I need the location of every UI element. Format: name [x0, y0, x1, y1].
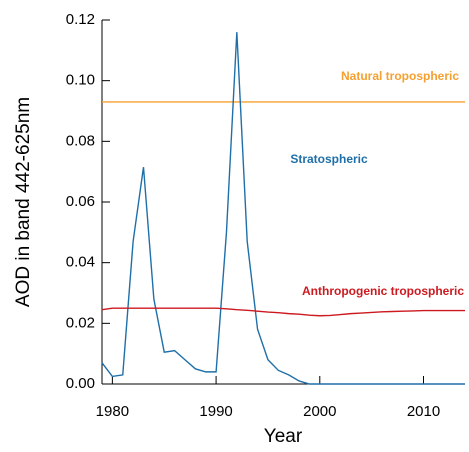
- y-tick-label: 0.06: [66, 193, 95, 210]
- y-tick-label: 0.04: [66, 254, 95, 271]
- series-label: Natural tropospheric: [341, 69, 459, 83]
- series-line: [101, 307, 465, 317]
- y-tick-label: 0.08: [66, 132, 95, 149]
- y-tick-label: 0.02: [66, 314, 95, 331]
- series-label: Stratospheric: [290, 152, 368, 166]
- x-tick-label: 1980: [96, 403, 129, 420]
- x-tick-label: 2010: [407, 403, 440, 420]
- y-tick-label: 0.10: [66, 72, 95, 89]
- y-axis-title: AOD in band 442-625nm: [13, 97, 34, 307]
- series-label: Anthropogenic tropospheric: [302, 284, 464, 298]
- x-tick-label: 2000: [303, 403, 336, 420]
- series-line: [101, 32, 465, 385]
- y-tick-label: 0.00: [66, 375, 95, 392]
- x-axis-title: Year: [264, 426, 303, 447]
- x-tick-label: 1990: [199, 403, 232, 420]
- y-tick-label: 0.12: [66, 11, 95, 28]
